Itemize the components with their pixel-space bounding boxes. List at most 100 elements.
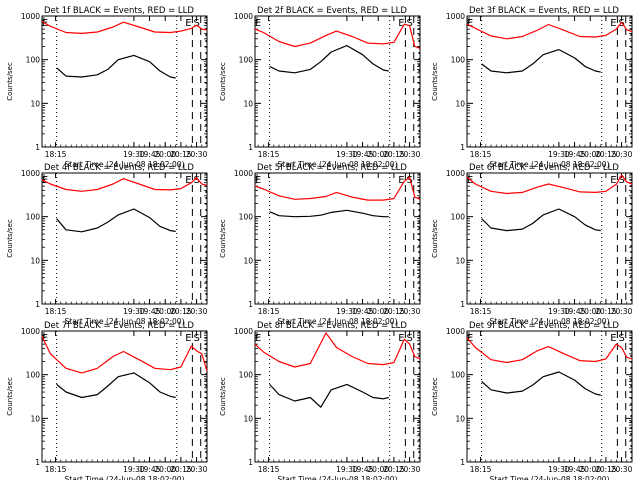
marker-label-s: S [619,333,625,344]
x-tick-label: 19:45 [564,307,586,316]
x-tick-label: 19:45 [139,465,161,474]
y-axis-label: Counts/sec [219,219,227,258]
marker-label-e: E [610,175,616,186]
series-events-line [269,44,389,74]
x-tick-label: 20:15 [595,150,617,159]
x-tick-label: 20:30 [186,307,208,316]
panel-title: Det 8f BLACK = Events, RED = LLD [257,321,407,331]
x-tick-label: 20:00 [367,150,389,159]
marker-label-s: S [619,175,625,186]
series-lld-line [466,174,633,195]
marker-label-s: S [194,333,200,344]
x-tick-label: 20:15 [595,307,617,316]
plot-frame [254,330,421,463]
y-tick-label: 1 [248,458,253,467]
y-tick-label: 1 [35,143,40,152]
series-lld-line [254,176,421,201]
y-tick-label: 1 [248,143,253,152]
y-tick-label: 100 [26,56,41,65]
series-lld-line [41,20,208,35]
marker-label-e: E [255,18,261,29]
marker-label-e: E [255,175,261,186]
x-tick-label: 19:30 [123,150,145,159]
y-tick-label: 10 [243,414,253,423]
y-tick-label: 10 [455,414,465,423]
series-events-line [56,208,176,233]
y-tick-label: 1000 [234,12,253,21]
panel-det-9: Det 9f BLACK = Events, RED = LLD 1 10 100 10… [431,321,633,480]
x-tick-label: 18:15 [470,150,492,159]
y-tick-label: 1 [460,143,465,152]
x-tick-label: 19:45 [352,465,374,474]
marker-label-s: S [194,18,200,29]
y-axis-label: Counts/sec [6,219,14,258]
x-tick-label: 20:00 [154,150,176,159]
y-axis-label: Counts/sec [431,62,439,101]
x-axis-label: Start Time (24-Jun-08 18:02:00) [490,475,610,480]
x-tick-label: 19:45 [352,307,374,316]
y-tick-label: 100 [451,213,466,222]
marker-label-e: E [398,333,404,344]
x-axis-label: Start Time (24-Jun-08 18:02:00) [278,317,398,326]
marker-label-e: E [42,175,48,186]
panel-title: Det 6f BLACK = Events, RED = LLD [469,163,619,173]
plot-frame [466,172,633,305]
y-tick-label: 1 [35,300,40,309]
x-axis-label: Start Time (24-Jun-08 18:02:00) [65,475,185,480]
y-tick-label: 1 [460,300,465,309]
panel-title: Det 3f BLACK = Events, RED = LLD [469,6,619,16]
x-tick-label: 20:30 [611,465,633,474]
marker-label-e: E [610,333,616,344]
marker-label-s: S [407,18,413,29]
x-axis-label: Start Time (24-Jun-08 18:02:00) [490,317,610,326]
y-tick-label: 1000 [446,169,465,178]
y-tick-label: 10 [243,99,253,108]
x-tick-label: 20:30 [611,307,633,316]
panel-title: Det 7f BLACK = Events, RED = LLD [44,321,194,331]
x-tick-label: 19:45 [564,150,586,159]
series-events-line [269,209,389,218]
panel-det-1: Det 1f BLACK = Events, RED = LLD 1 10 100 10… [6,6,208,169]
x-tick-label: 20:15 [170,465,192,474]
series-lld-line [466,21,633,40]
marker-label-e: E [42,333,48,344]
marker-label-s: S [194,175,200,186]
y-axis-label: Counts/sec [219,62,227,101]
x-tick-label: 20:30 [399,307,421,316]
x-tick-label: 20:00 [367,465,389,474]
x-tick-label: 19:30 [336,465,358,474]
plot-frame [466,330,633,463]
x-axis-label: Start Time (24-Jun-08 18:02:00) [490,160,610,169]
y-tick-label: 1000 [446,12,465,21]
panel-det-7: Det 7f BLACK = Events, RED = LLD 1 10 100 10… [6,321,208,480]
x-tick-label: 19:45 [139,307,161,316]
marker-label-s: S [619,18,625,29]
y-tick-label: 1 [248,300,253,309]
x-tick-label: 19:45 [564,465,586,474]
x-tick-label: 20:00 [154,307,176,316]
x-tick-label: 20:15 [170,150,192,159]
panel-det-2: Det 2f BLACK = Events, RED = LLD 1 10 100 10… [219,6,421,169]
x-tick-label: 19:30 [123,465,145,474]
x-tick-label: 19:30 [548,150,570,159]
y-tick-label: 100 [239,56,254,65]
plot-frame [254,15,421,148]
y-axis-label: Counts/sec [6,377,14,416]
x-axis-label: Start Time (24-Jun-08 18:02:00) [278,475,398,480]
plot-frame [41,330,208,463]
x-tick-label: 20:15 [383,465,405,474]
x-tick-label: 18:15 [45,150,67,159]
x-axis-label: Start Time (24-Jun-08 18:02:00) [65,160,185,169]
series-lld-line [254,23,421,50]
y-tick-label: 1 [460,458,465,467]
panel-title: Det 4f BLACK = Events, RED = LLD [44,163,194,173]
marker-label-e: E [255,333,261,344]
y-tick-label: 100 [451,56,466,65]
plot-frame [41,172,208,305]
y-tick-label: 1000 [21,12,40,21]
series-events-line [269,383,389,408]
y-tick-label: 100 [26,213,41,222]
marker-label-e: E [398,18,404,29]
panel-title: Det 5f BLACK = Events, RED = LLD [257,163,407,173]
